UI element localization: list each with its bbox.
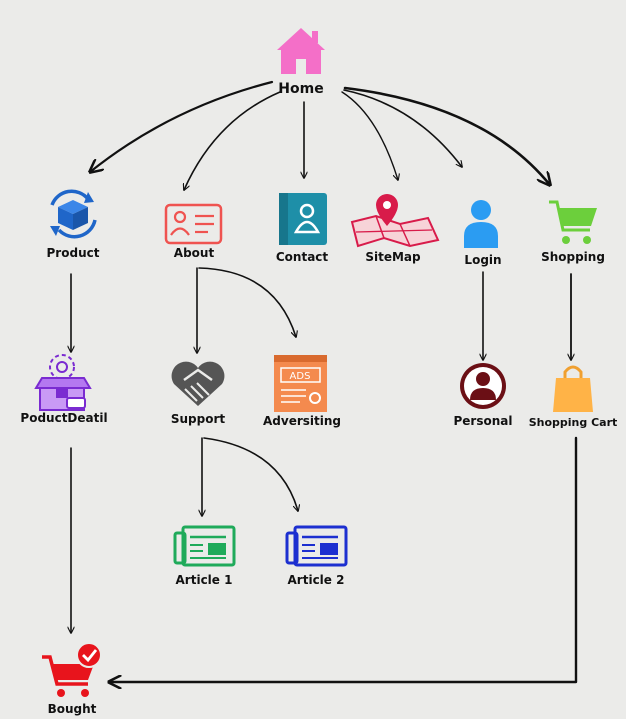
node-label-support: Support [171, 412, 226, 426]
node-label-advertising: Adversiting [263, 414, 341, 428]
map-pin-icon [350, 194, 440, 248]
node-label-home: Home [278, 81, 323, 97]
node-personal[interactable]: Personal [454, 363, 513, 428]
node-product-detail[interactable]: PoductDeatil [20, 354, 108, 425]
edge-about-advertising [198, 267, 296, 337]
node-label-about: About [174, 246, 215, 260]
node-product[interactable]: Product [47, 189, 100, 260]
newspaper-icon [173, 525, 236, 567]
edge-home-about [184, 91, 281, 190]
user-icon [464, 200, 498, 248]
edge-home-sitemap [341, 91, 398, 180]
shopping-bag-icon [553, 365, 593, 412]
node-home[interactable]: Home [277, 28, 325, 97]
node-label-personal: Personal [454, 414, 513, 428]
node-bought[interactable]: Bought [42, 642, 102, 716]
edges [71, 80, 578, 682]
node-advertising[interactable]: ADS Adversiting [263, 355, 341, 428]
profile-icon [460, 363, 506, 409]
edge-home-product [90, 80, 274, 172]
id-card-icon [164, 203, 223, 245]
edge-support-article2 [203, 437, 298, 511]
node-label-sitemap: SiteMap [365, 250, 421, 264]
node-sitemap[interactable]: SiteMap [350, 194, 440, 264]
box-icon [50, 189, 97, 239]
node-contact[interactable]: Contact [276, 193, 329, 264]
node-article1[interactable]: Article 1 [173, 525, 236, 587]
edge-home-login [343, 89, 462, 167]
newspaper-icon [285, 525, 348, 567]
cart-icon [549, 200, 597, 244]
node-label-article2: Article 2 [288, 573, 345, 587]
house-icon [277, 28, 325, 74]
node-about[interactable]: About [164, 203, 223, 260]
node-support[interactable]: Support [171, 361, 226, 426]
node-label-bought: Bought [48, 702, 97, 716]
node-login[interactable]: Login [464, 200, 502, 267]
ads-icon-text: ADS [290, 371, 311, 382]
node-article2[interactable]: Article 2 [285, 525, 348, 587]
cart-check-icon [42, 642, 102, 697]
node-label-shopping: Shopping [541, 250, 605, 264]
node-shopping[interactable]: Shopping [541, 200, 605, 264]
node-label-login: Login [464, 253, 501, 267]
contact-book-icon [279, 193, 327, 245]
node-label-shopping-cart: Shopping Cart [529, 416, 618, 429]
open-box-icon [34, 354, 92, 411]
handshake-icon [171, 361, 225, 406]
node-label-contact: Contact [276, 250, 329, 264]
edge-home-shopping [343, 86, 550, 185]
ads-browser-icon: ADS [274, 355, 327, 412]
node-label-product: Product [47, 246, 100, 260]
node-label-product-detail: PoductDeatil [20, 411, 107, 425]
node-label-article1: Article 1 [176, 573, 233, 587]
edge-cart-bought [109, 436, 578, 682]
node-shopping-cart[interactable]: Shopping Cart [529, 365, 618, 429]
